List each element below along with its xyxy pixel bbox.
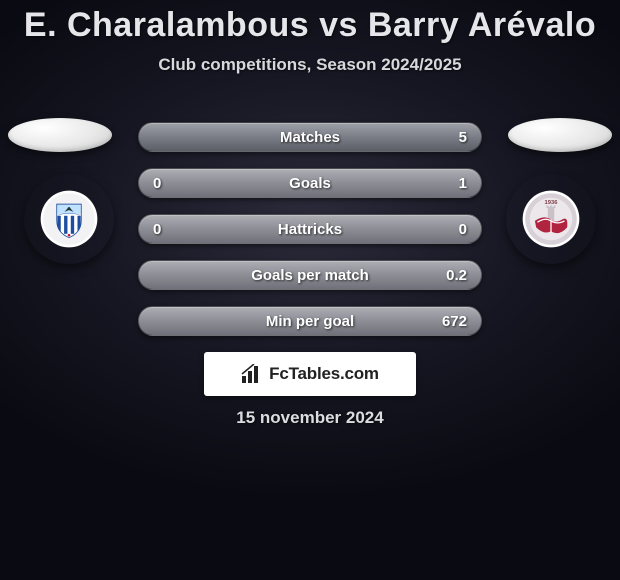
stat-label: Min per goal — [139, 313, 481, 330]
stat-right-value: 5 — [441, 129, 467, 146]
stat-right-value: 1 — [441, 175, 467, 192]
stats-container: Matches 5 0 Goals 1 0 Hattricks 0 Goals … — [138, 122, 482, 352]
player-right-avatar — [508, 118, 612, 152]
stat-row-matches: Matches 5 — [138, 122, 482, 152]
stat-label: Matches — [139, 129, 481, 146]
page-subtitle: Club competitions, Season 2024/2025 — [0, 55, 620, 75]
stat-row-min-per-goal: Min per goal 672 — [138, 306, 482, 336]
stat-right-value: 0.2 — [441, 267, 467, 284]
shield-icon — [40, 185, 98, 253]
stat-label: Goals per match — [139, 267, 481, 284]
stat-row-goals-per-match: Goals per match 0.2 — [138, 260, 482, 290]
footer-date: 15 november 2024 — [0, 408, 620, 428]
player-left-avatar — [8, 118, 112, 152]
stat-row-goals: 0 Goals 1 — [138, 168, 482, 198]
club-badge-left — [24, 174, 114, 264]
stat-right-value: 0 — [441, 221, 467, 238]
page-title: E. Charalambous vs Barry Arévalo — [0, 0, 620, 45]
bars-icon — [241, 364, 263, 384]
brand-box: FcTables.com — [204, 352, 416, 396]
stat-right-value: 672 — [441, 313, 467, 330]
club-badge-right: 1936 — [506, 174, 596, 264]
shield-icon: 1936 — [522, 185, 580, 253]
stat-row-hattricks: 0 Hattricks 0 — [138, 214, 482, 244]
brand-text: FcTables.com — [269, 364, 379, 384]
stat-left-value: 0 — [153, 175, 179, 192]
stat-label: Goals — [139, 175, 481, 192]
stat-label: Hattricks — [139, 221, 481, 238]
club-year: 1936 — [545, 200, 559, 206]
stat-left-value: 0 — [153, 221, 179, 238]
